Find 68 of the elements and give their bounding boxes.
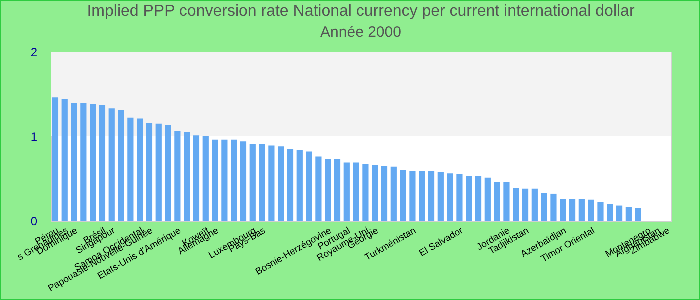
bar <box>287 149 294 221</box>
chart-title: Implied PPP conversion rate National currency per current international dollar <box>87 3 636 20</box>
bar <box>240 142 247 221</box>
bar <box>635 208 642 221</box>
bar <box>456 174 463 221</box>
bar <box>428 171 435 221</box>
bar <box>165 126 172 221</box>
bar <box>400 170 406 221</box>
bar <box>550 194 557 221</box>
bar <box>52 98 59 221</box>
bar <box>156 124 162 221</box>
bar <box>626 207 632 221</box>
bar <box>296 150 303 221</box>
bar <box>90 104 96 221</box>
bar <box>522 188 529 221</box>
bar <box>513 188 520 221</box>
bar <box>128 118 134 221</box>
y-tick-label: 2 <box>30 46 38 60</box>
bar <box>372 165 378 221</box>
bar <box>325 159 332 221</box>
bar <box>484 178 491 221</box>
bar <box>108 108 115 221</box>
bar <box>616 206 623 221</box>
bar <box>193 136 200 221</box>
bar <box>250 144 256 221</box>
bar <box>118 110 124 221</box>
y-tick-label: 1 <box>30 130 38 144</box>
bar <box>202 136 209 221</box>
bar <box>475 176 482 221</box>
bar <box>137 118 144 221</box>
bar <box>541 193 548 221</box>
bar <box>334 159 341 221</box>
bar <box>278 146 284 221</box>
bar <box>146 122 153 221</box>
bar <box>362 164 369 221</box>
bar <box>80 104 87 221</box>
bar <box>212 140 218 221</box>
bar <box>259 144 266 221</box>
chart-subtitle: Année 2000 <box>320 24 402 41</box>
bar <box>268 146 275 221</box>
bar <box>306 152 312 221</box>
bar <box>222 140 228 221</box>
bar <box>607 204 614 221</box>
bar <box>588 200 594 221</box>
bar <box>410 171 416 221</box>
bar <box>447 174 454 221</box>
bar <box>494 182 500 221</box>
bar <box>390 166 397 221</box>
bar <box>99 105 106 221</box>
bar <box>532 188 538 221</box>
bar <box>466 176 472 221</box>
bar <box>231 140 238 221</box>
y-tick-label: 0 <box>30 214 38 228</box>
bar <box>419 171 426 221</box>
bar <box>504 182 510 221</box>
bar <box>598 202 604 221</box>
bar <box>71 104 78 221</box>
bar <box>184 132 190 221</box>
bar <box>62 99 68 221</box>
bar <box>381 166 388 221</box>
bar <box>578 199 585 221</box>
bar <box>353 162 360 221</box>
bar <box>569 199 576 221</box>
bar <box>438 172 444 221</box>
bar <box>174 131 181 221</box>
bar <box>344 162 350 221</box>
bar <box>316 156 322 221</box>
bar <box>560 199 566 221</box>
